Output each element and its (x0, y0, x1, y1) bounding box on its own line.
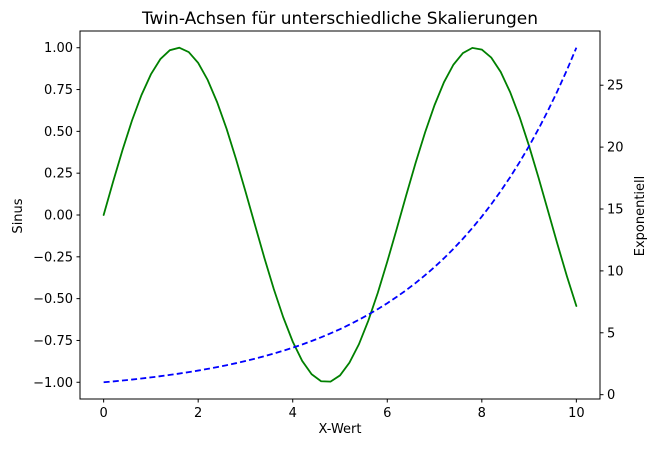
x-tick-label: 10 (568, 406, 585, 421)
sine-line (102, 46, 578, 383)
x-tick-label: 8 (478, 406, 486, 421)
left-tick-label: −0.75 (33, 334, 73, 349)
left-tick-label: 0.00 (44, 209, 73, 224)
x-axis-label: X-Wert (319, 422, 362, 437)
left-tick-label: 1.00 (44, 41, 73, 56)
right-tick-label: 5 (607, 326, 615, 341)
exponential-line (103, 47, 578, 384)
left-axis-ticks: 1.00 0.75 0.50 0.25 0.00 −0.25 −0.50 −0.75 −1.00 (33, 41, 80, 391)
left-y-axis-label: Sinus (11, 198, 26, 233)
left-tick-label: −1.00 (33, 376, 73, 391)
x-axis-ticks: 0 2 4 6 8 10 (99, 399, 585, 421)
chart-title: Twin-Achsen für unterschiedliche Skalier… (141, 9, 538, 29)
right-tick-label: 10 (607, 264, 624, 279)
right-axis-ticks: 0 5 10 15 20 25 (600, 79, 624, 403)
x-tick-label: 6 (383, 406, 391, 421)
plot-border (79, 30, 601, 400)
left-tick-label: 0.50 (44, 125, 73, 140)
right-tick-label: 0 (607, 388, 615, 403)
right-tick-label: 20 (607, 141, 624, 156)
x-tick-label: 4 (289, 406, 297, 421)
right-tick-label: 15 (607, 202, 624, 217)
right-y-axis-label: Exponentiell (633, 176, 648, 257)
left-tick-label: 0.75 (44, 83, 73, 98)
right-tick-label: 25 (607, 79, 624, 94)
x-tick-label: 0 (99, 406, 107, 421)
left-tick-label: −0.25 (33, 250, 73, 265)
left-tick-label: −0.50 (33, 292, 73, 307)
left-tick-label: 0.25 (44, 167, 73, 182)
x-tick-label: 2 (194, 406, 202, 421)
